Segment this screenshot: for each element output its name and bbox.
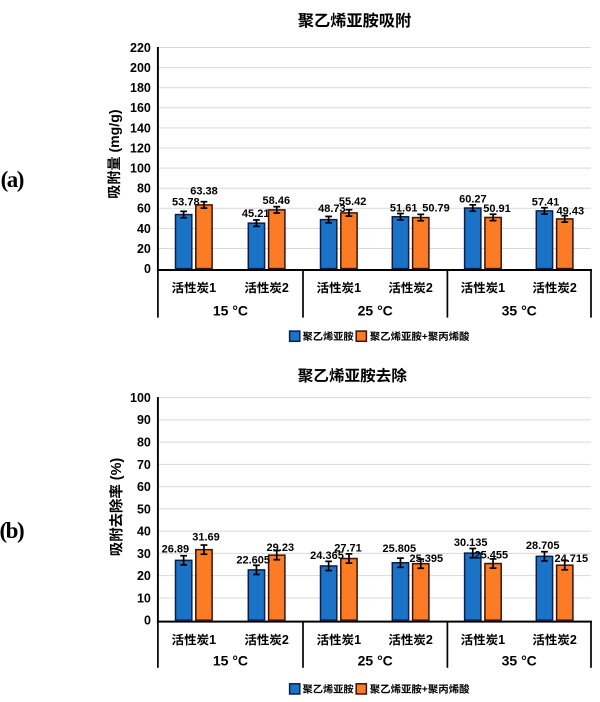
svg-text:60: 60 [137, 480, 151, 494]
svg-text:24.715: 24.715 [554, 553, 588, 565]
svg-text:40: 40 [137, 525, 151, 539]
svg-text:50.91: 50.91 [483, 203, 511, 215]
svg-text:2: 2 [282, 633, 289, 647]
svg-text:10: 10 [137, 591, 151, 605]
svg-text:100: 100 [130, 162, 151, 176]
svg-text:20: 20 [137, 242, 151, 256]
svg-text:30.135: 30.135 [454, 537, 488, 549]
svg-text:29.23: 29.23 [267, 542, 295, 554]
svg-text:25 °C: 25 °C [358, 652, 393, 668]
svg-text:50.79: 50.79 [422, 202, 450, 214]
svg-text:28.705: 28.705 [526, 540, 560, 552]
svg-text:0: 0 [144, 614, 151, 628]
svg-text:31.69: 31.69 [192, 532, 220, 544]
svg-text:35 °C: 35 °C [502, 302, 537, 318]
svg-text:58.46: 58.46 [263, 195, 291, 207]
svg-text:180: 180 [130, 81, 151, 95]
svg-text:40: 40 [137, 222, 151, 236]
svg-text:120: 120 [130, 141, 151, 155]
svg-text:63.38: 63.38 [190, 186, 218, 198]
svg-text:35 °C: 35 °C [502, 652, 537, 668]
svg-text:48.73: 48.73 [318, 203, 346, 215]
svg-text:1: 1 [498, 281, 505, 295]
svg-text:30: 30 [137, 547, 151, 561]
svg-text:+: + [422, 332, 428, 343]
svg-text:(mg/g): (mg/g) [106, 109, 122, 152]
svg-text:220: 220 [130, 41, 151, 55]
svg-text:25 °C: 25 °C [358, 302, 393, 318]
svg-text:2: 2 [570, 633, 577, 647]
svg-text:27.71: 27.71 [334, 542, 362, 554]
svg-text:2: 2 [282, 281, 289, 295]
svg-text:22.605: 22.605 [236, 555, 270, 567]
svg-text:1: 1 [209, 281, 216, 295]
svg-text:20: 20 [137, 569, 151, 583]
svg-text:70: 70 [137, 458, 151, 472]
svg-text:+: + [422, 685, 428, 696]
svg-text:25.455: 25.455 [474, 549, 508, 561]
svg-text:90: 90 [137, 413, 151, 427]
svg-text:160: 160 [130, 101, 151, 115]
svg-text:15 °C: 15 °C [213, 302, 248, 318]
svg-text:51.61: 51.61 [390, 202, 418, 214]
svg-text:(a): (a) [1, 167, 24, 192]
svg-text:45.21: 45.21 [242, 208, 270, 220]
svg-text:200: 200 [130, 61, 151, 75]
svg-text:26.89: 26.89 [162, 544, 190, 556]
svg-text:15 °C: 15 °C [213, 652, 248, 668]
svg-text:1: 1 [354, 633, 361, 647]
svg-text:25.805: 25.805 [382, 543, 416, 555]
svg-text:60: 60 [137, 202, 151, 216]
svg-text:(b): (b) [0, 518, 24, 543]
svg-text:50: 50 [137, 502, 151, 516]
svg-text:1: 1 [209, 633, 216, 647]
svg-text:25.395: 25.395 [409, 553, 443, 565]
svg-text:24.365: 24.365 [310, 550, 344, 562]
svg-text:2: 2 [426, 633, 433, 647]
svg-text:53.78: 53.78 [172, 197, 200, 209]
svg-text:80: 80 [137, 182, 151, 196]
svg-text:2: 2 [426, 281, 433, 295]
svg-text:140: 140 [130, 121, 151, 135]
svg-text:100: 100 [130, 391, 151, 405]
svg-text:0: 0 [144, 262, 151, 276]
svg-text:1: 1 [354, 281, 361, 295]
svg-text:55.42: 55.42 [339, 196, 367, 208]
svg-text:60.27: 60.27 [459, 193, 487, 205]
svg-text:57.41: 57.41 [532, 197, 560, 209]
svg-text:(%): (%) [109, 458, 125, 481]
svg-text:2: 2 [570, 281, 577, 295]
svg-text:1: 1 [498, 633, 505, 647]
svg-text:49.43: 49.43 [557, 206, 585, 218]
svg-text:80: 80 [137, 436, 151, 450]
